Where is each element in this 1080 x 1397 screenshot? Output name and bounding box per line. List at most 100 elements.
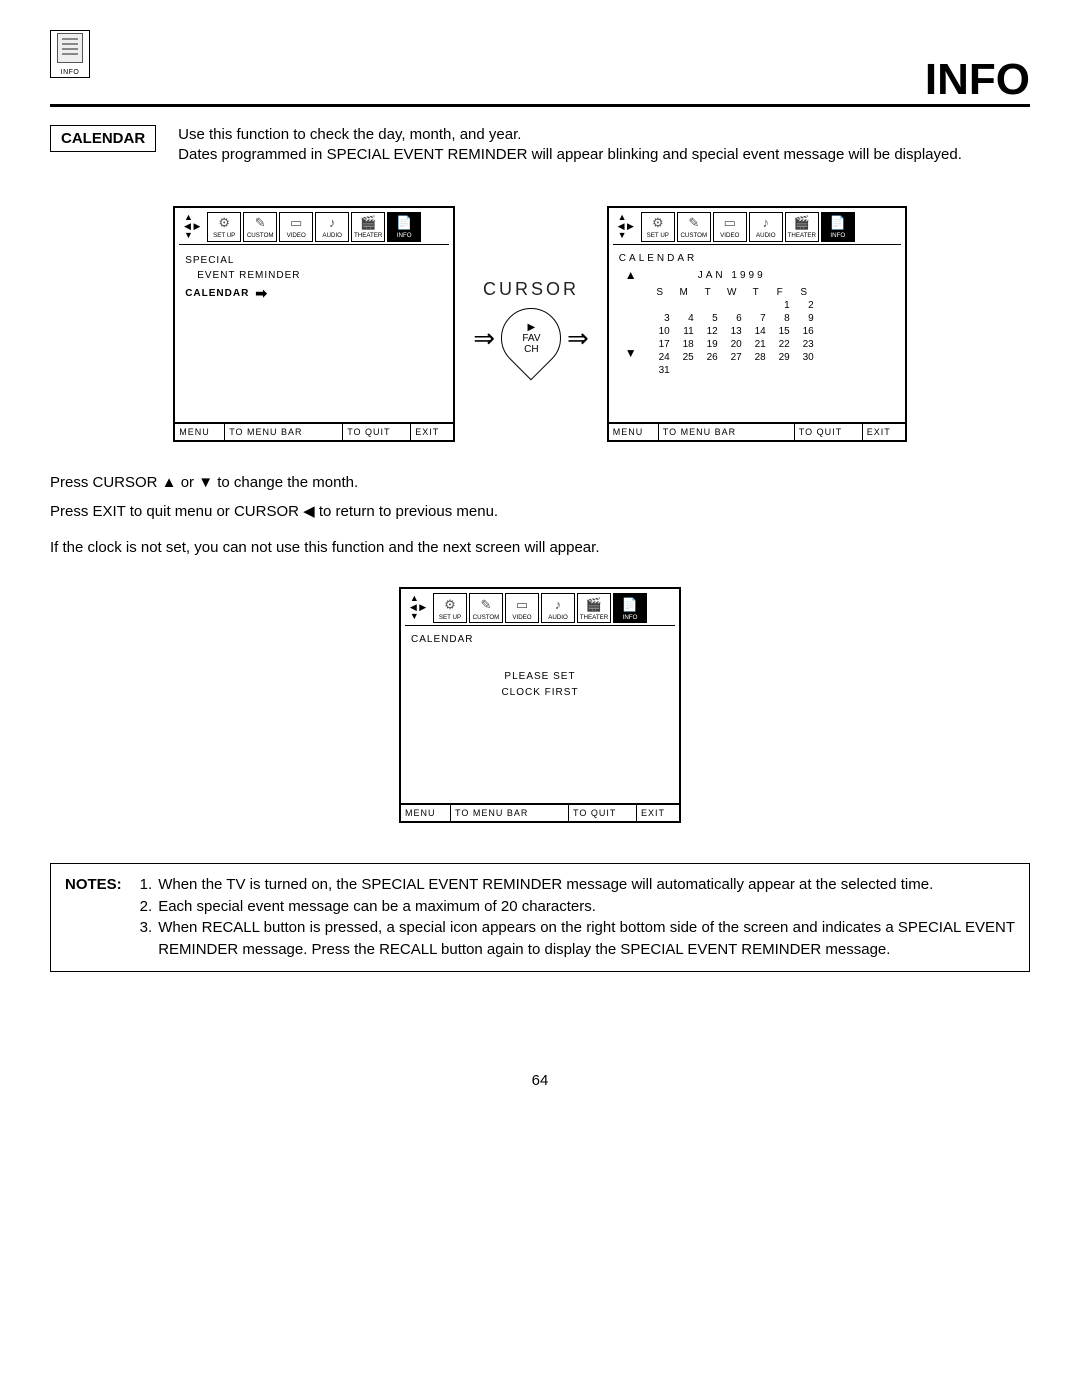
calendar-day (650, 300, 670, 311)
theater-icon: 🎬 (586, 594, 602, 615)
calendar-dow: S (794, 287, 814, 298)
info-page-icon (57, 33, 83, 63)
menu-item-event-reminder: EVENT REMINDER (185, 268, 443, 283)
calendar-day (794, 365, 814, 376)
theater-icon: 🎬 (360, 213, 376, 234)
tab-theater: 🎬THEATER (785, 212, 819, 242)
calendar-section-desc: Use this function to check the day, mont… (178, 125, 962, 166)
custom-icon: ✎ (255, 213, 266, 234)
tab-info-active: 📄INFO (387, 212, 421, 242)
calendar-day: 21 (746, 339, 766, 350)
nav-arrows-icon: ▲◀ ▶▼ (405, 593, 431, 623)
calendar-day (698, 300, 718, 311)
month-down-icon: ▼ (625, 346, 638, 360)
calendar-day (674, 300, 694, 311)
setup-icon: ⚙ (218, 213, 230, 234)
calendar-day: 30 (794, 352, 814, 363)
tab-custom: ✎CUSTOM (677, 212, 711, 242)
calendar-day: 2 (794, 300, 814, 311)
arrow-into-lens-icon: ⇒ (473, 323, 495, 354)
note-text: Each special event message can be a maxi… (158, 896, 596, 918)
calendar-day: 8 (770, 313, 790, 324)
calendar-day: 26 (698, 352, 718, 363)
note-number: 3. (140, 917, 153, 961)
tab-audio: ♪AUDIO (541, 593, 575, 623)
calendar-day: 17 (650, 339, 670, 350)
note-number: 1. (140, 874, 153, 896)
calendar-day: 7 (746, 313, 766, 324)
menu-item-calendar-selected: CALENDAR ➡ (185, 283, 443, 304)
calendar-dow: T (698, 287, 718, 298)
footer-quit: TO QUIT (569, 805, 637, 821)
page-title: INFO (50, 58, 1030, 102)
tab-video: ▭VIDEO (505, 593, 539, 623)
tab-theater: 🎬THEATER (577, 593, 611, 623)
info-icon: 📄 (830, 213, 846, 234)
calendar-day: 14 (746, 326, 766, 337)
lens-icon: ▶ FAV CH (489, 296, 574, 381)
selection-arrow-icon: ➡ (255, 283, 268, 304)
calendar-day: 1 (770, 300, 790, 311)
cursor-label: CURSOR (483, 279, 579, 300)
tab-video: ▭VIDEO (279, 212, 313, 242)
custom-icon: ✎ (688, 213, 699, 234)
clock-screen-title: CALENDAR (411, 634, 669, 645)
cursor-diagram: CURSOR ⇒ ▶ FAV CH ⇒ (473, 279, 589, 368)
menu-item-special: SPECIAL (185, 253, 443, 268)
footer-quit: TO QUIT (343, 424, 411, 440)
calendar-day: 29 (770, 352, 790, 363)
note-text: When RECALL button is pressed, a special… (158, 917, 1015, 961)
lens-fav-label: FAV (522, 333, 540, 344)
month-up-icon: ▲ (625, 268, 638, 282)
video-icon: ▭ (290, 213, 302, 234)
nav-arrows-icon: ▲◀ ▶▼ (179, 212, 205, 242)
calendar-day: 25 (674, 352, 694, 363)
please-set-line2: CLOCK FIRST (411, 685, 669, 701)
tab-audio: ♪AUDIO (749, 212, 783, 242)
calendar-dow: S (650, 287, 670, 298)
calendar-day: 12 (698, 326, 718, 337)
instruction-change-month: Press CURSOR ▲ or ▼ to change the month. (50, 472, 1030, 494)
nav-arrows-icon: ▲◀ ▶▼ (613, 212, 639, 242)
tab-info-active: 📄INFO (821, 212, 855, 242)
lens-play-icon: ▶ (527, 322, 535, 333)
notes-box: NOTES: 1.When the TV is turned on, the S… (50, 863, 1030, 972)
page-number: 64 (50, 1072, 1030, 1089)
menu-screen-please-set-clock: ▲◀ ▶▼ ⚙SET UP ✎CUSTOM ▭VIDEO ♪AUDIO 🎬THE… (399, 587, 681, 823)
calendar-dow: T (746, 287, 766, 298)
calendar-day (722, 300, 742, 311)
audio-icon: ♪ (555, 594, 562, 615)
tab-video: ▭VIDEO (713, 212, 747, 242)
please-set-line1: PLEASE SET (411, 669, 669, 685)
calendar-day: 24 (650, 352, 670, 363)
footer-menubar: TO MENU BAR (659, 424, 795, 440)
footer-exit: EXIT (411, 424, 453, 440)
footer-quit: TO QUIT (795, 424, 863, 440)
calendar-section-label: CALENDAR (50, 125, 156, 152)
calendar-dow: M (674, 287, 694, 298)
video-icon: ▭ (724, 213, 736, 234)
footer-menu: MENU (609, 424, 659, 440)
info-icon: 📄 (396, 213, 412, 234)
calendar-day (722, 365, 742, 376)
calendar-day: 27 (722, 352, 742, 363)
video-icon: ▭ (516, 594, 528, 615)
calendar-day: 13 (722, 326, 742, 337)
footer-menu: MENU (175, 424, 225, 440)
tab-setup: ⚙SET UP (207, 212, 241, 242)
calendar-day: 16 (794, 326, 814, 337)
notes-label: NOTES: (65, 874, 122, 961)
calendar-day: 19 (698, 339, 718, 350)
calendar-month: JAN 1999 (650, 270, 814, 281)
calendar-day: 3 (650, 313, 670, 324)
calendar-day: 15 (770, 326, 790, 337)
calendar-day: 4 (674, 313, 694, 324)
note-item: 3.When RECALL button is pressed, a speci… (140, 917, 1015, 961)
calendar-day: 20 (722, 339, 742, 350)
calendar-dow: F (770, 287, 790, 298)
theater-icon: 🎬 (794, 213, 810, 234)
calendar-title: CALENDAR (619, 253, 895, 264)
footer-menubar: TO MENU BAR (225, 424, 343, 440)
tab-setup: ⚙SET UP (433, 593, 467, 623)
calendar-dow: W (722, 287, 742, 298)
